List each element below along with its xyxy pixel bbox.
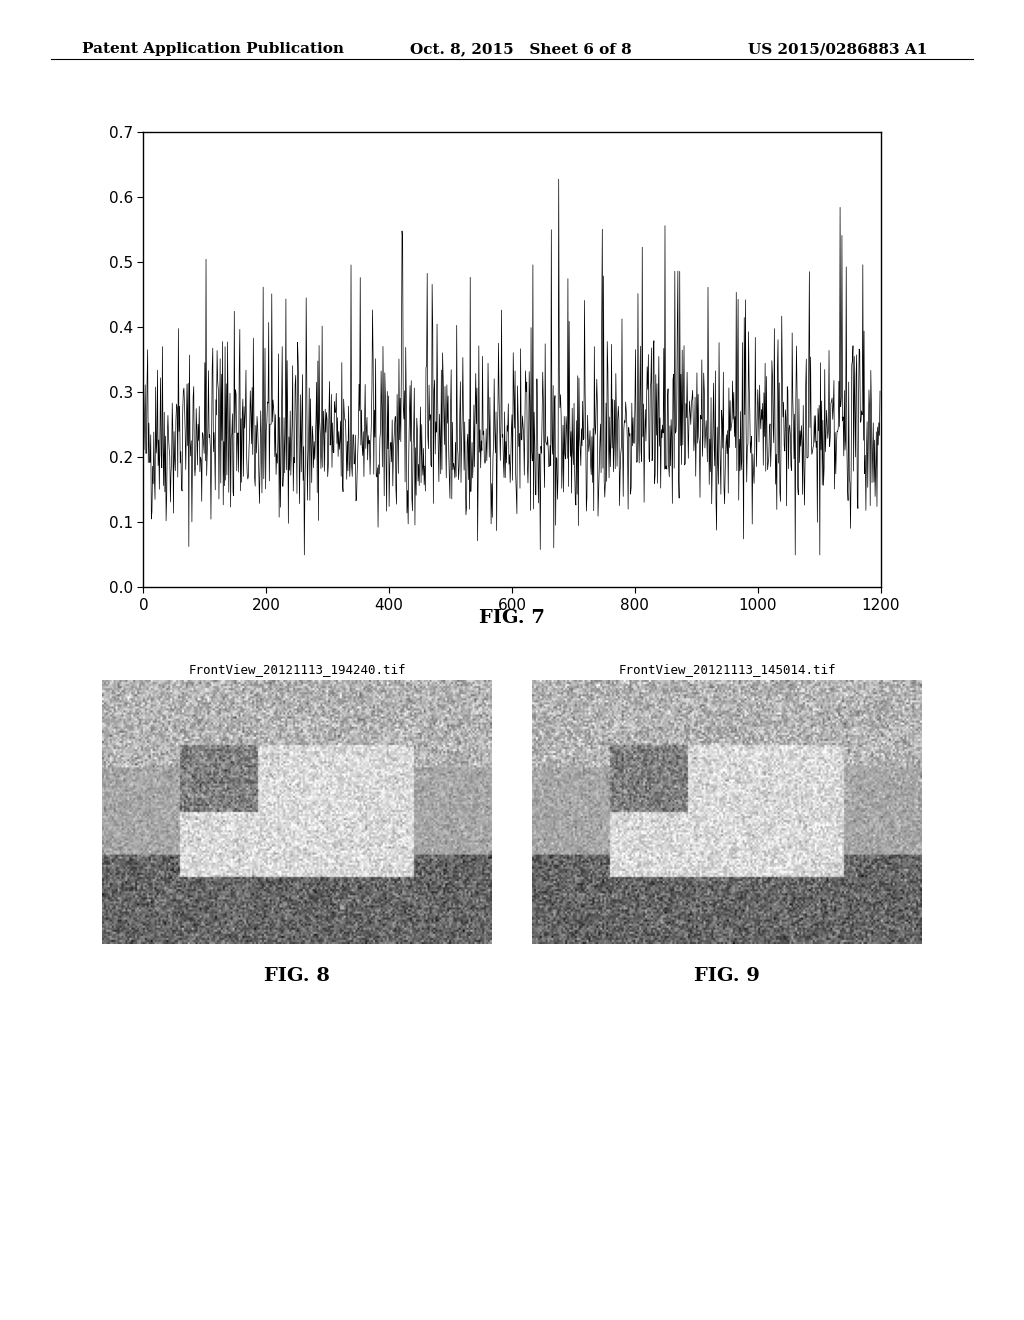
Text: FrontView_20121113_194240.tif: FrontView_20121113_194240.tif <box>188 663 406 676</box>
Text: FIG. 8: FIG. 8 <box>264 966 330 985</box>
Text: US 2015/0286883 A1: US 2015/0286883 A1 <box>748 42 927 57</box>
Text: Oct. 8, 2015   Sheet 6 of 8: Oct. 8, 2015 Sheet 6 of 8 <box>410 42 632 57</box>
Text: FIG. 9: FIG. 9 <box>694 966 760 985</box>
Text: Patent Application Publication: Patent Application Publication <box>82 42 344 57</box>
Text: FrontView_20121113_145014.tif: FrontView_20121113_145014.tif <box>618 663 836 676</box>
Text: FIG. 7: FIG. 7 <box>479 609 545 627</box>
